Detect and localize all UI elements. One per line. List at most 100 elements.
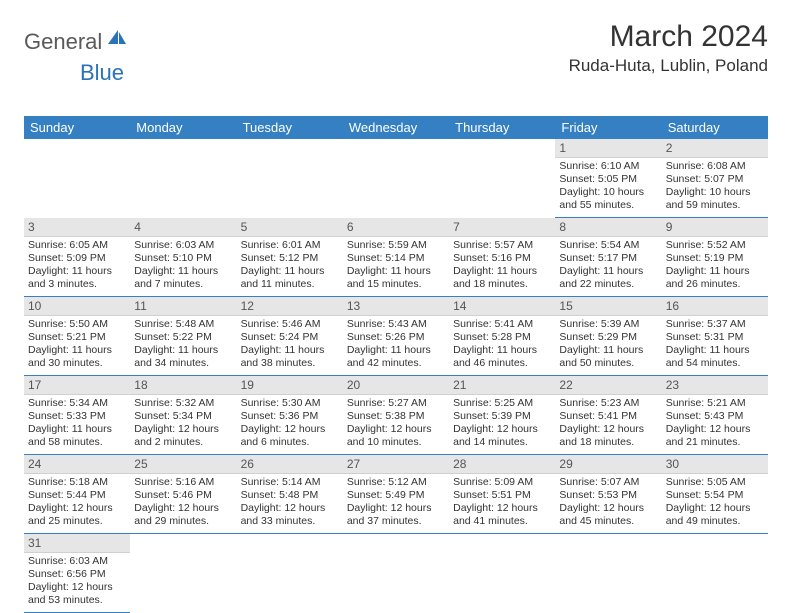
- day-details: Sunrise: 5:05 AMSunset: 5:54 PMDaylight:…: [662, 474, 768, 534]
- calendar-cell: 8Sunrise: 5:54 AMSunset: 5:17 PMDaylight…: [555, 218, 661, 297]
- sail-icon: [106, 28, 128, 51]
- daylight-text: Daylight: 11 hours and 34 minutes.: [134, 344, 232, 370]
- day-details: Sunrise: 5:16 AMSunset: 5:46 PMDaylight:…: [130, 474, 236, 534]
- day-number: 14: [449, 297, 555, 316]
- sunset-text: Sunset: 5:19 PM: [666, 252, 764, 265]
- title-block: March 2024 Ruda-Huta, Lublin, Poland: [569, 20, 768, 76]
- day-details: Sunrise: 6:03 AMSunset: 6:56 PMDaylight:…: [24, 553, 130, 613]
- day-number: 20: [343, 376, 449, 395]
- sunset-text: Sunset: 5:53 PM: [559, 489, 657, 502]
- calendar-cell: 31Sunrise: 6:03 AMSunset: 6:56 PMDayligh…: [24, 534, 130, 613]
- day-number: 26: [237, 455, 343, 474]
- calendar-cell: [130, 534, 236, 613]
- sunset-text: Sunset: 5:36 PM: [241, 410, 339, 423]
- sunset-text: Sunset: 5:29 PM: [559, 331, 657, 344]
- day-number: 24: [24, 455, 130, 474]
- day-number: 1: [555, 139, 661, 158]
- day-number: 23: [662, 376, 768, 395]
- sunrise-text: Sunrise: 6:03 AM: [134, 239, 232, 252]
- sunrise-text: Sunrise: 5:37 AM: [666, 318, 764, 331]
- day-number: 4: [130, 218, 236, 237]
- daylight-text: Daylight: 12 hours and 41 minutes.: [453, 502, 551, 528]
- sunset-text: Sunset: 5:12 PM: [241, 252, 339, 265]
- calendar-cell: 18Sunrise: 5:32 AMSunset: 5:34 PMDayligh…: [130, 376, 236, 455]
- brand-logo: General: [24, 28, 128, 55]
- daylight-text: Daylight: 11 hours and 11 minutes.: [241, 265, 339, 291]
- day-details: Sunrise: 5:30 AMSunset: 5:36 PMDaylight:…: [237, 395, 343, 455]
- calendar-cell: 13Sunrise: 5:43 AMSunset: 5:26 PMDayligh…: [343, 297, 449, 376]
- sunrise-text: Sunrise: 5:16 AM: [134, 476, 232, 489]
- page-header: General March 2024 Ruda-Huta, Lublin, Po…: [24, 20, 768, 76]
- daylight-text: Daylight: 12 hours and 18 minutes.: [559, 423, 657, 449]
- sunrise-text: Sunrise: 5:07 AM: [559, 476, 657, 489]
- calendar-cell: 15Sunrise: 5:39 AMSunset: 5:29 PMDayligh…: [555, 297, 661, 376]
- calendar-cell: 6Sunrise: 5:59 AMSunset: 5:14 PMDaylight…: [343, 218, 449, 297]
- sunset-text: Sunset: 5:41 PM: [559, 410, 657, 423]
- day-number: 15: [555, 297, 661, 316]
- calendar-cell: 21Sunrise: 5:25 AMSunset: 5:39 PMDayligh…: [449, 376, 555, 455]
- calendar-cell: 14Sunrise: 5:41 AMSunset: 5:28 PMDayligh…: [449, 297, 555, 376]
- daylight-text: Daylight: 11 hours and 18 minutes.: [453, 265, 551, 291]
- calendar-cell: [662, 534, 768, 613]
- calendar-cell: 25Sunrise: 5:16 AMSunset: 5:46 PMDayligh…: [130, 455, 236, 534]
- day-details: Sunrise: 5:34 AMSunset: 5:33 PMDaylight:…: [24, 395, 130, 455]
- day-details: Sunrise: 5:57 AMSunset: 5:16 PMDaylight:…: [449, 237, 555, 297]
- day-header: Wednesday: [343, 116, 449, 139]
- day-number: 31: [24, 534, 130, 553]
- calendar-cell: 26Sunrise: 5:14 AMSunset: 5:48 PMDayligh…: [237, 455, 343, 534]
- sunrise-text: Sunrise: 5:43 AM: [347, 318, 445, 331]
- logo-text-general: General: [24, 29, 102, 55]
- day-details: Sunrise: 5:50 AMSunset: 5:21 PMDaylight:…: [24, 316, 130, 376]
- daylight-text: Daylight: 12 hours and 45 minutes.: [559, 502, 657, 528]
- sunrise-text: Sunrise: 5:21 AM: [666, 397, 764, 410]
- sunset-text: Sunset: 5:14 PM: [347, 252, 445, 265]
- day-header: Friday: [555, 116, 661, 139]
- calendar-table: Sunday Monday Tuesday Wednesday Thursday…: [24, 116, 768, 613]
- daylight-text: Daylight: 12 hours and 33 minutes.: [241, 502, 339, 528]
- sunrise-text: Sunrise: 5:05 AM: [666, 476, 764, 489]
- sunrise-text: Sunrise: 5:34 AM: [28, 397, 126, 410]
- sunrise-text: Sunrise: 5:30 AM: [241, 397, 339, 410]
- calendar-body: 1Sunrise: 6:10 AMSunset: 5:05 PMDaylight…: [24, 139, 768, 613]
- day-details: Sunrise: 5:23 AMSunset: 5:41 PMDaylight:…: [555, 395, 661, 455]
- daylight-text: Daylight: 12 hours and 25 minutes.: [28, 502, 126, 528]
- day-header: Monday: [130, 116, 236, 139]
- calendar-cell: 5Sunrise: 6:01 AMSunset: 5:12 PMDaylight…: [237, 218, 343, 297]
- day-details: Sunrise: 6:01 AMSunset: 5:12 PMDaylight:…: [237, 237, 343, 297]
- day-details: Sunrise: 5:18 AMSunset: 5:44 PMDaylight:…: [24, 474, 130, 534]
- calendar-cell: 2Sunrise: 6:08 AMSunset: 5:07 PMDaylight…: [662, 139, 768, 218]
- calendar-cell: 28Sunrise: 5:09 AMSunset: 5:51 PMDayligh…: [449, 455, 555, 534]
- calendar-cell: [237, 139, 343, 218]
- daylight-text: Daylight: 11 hours and 26 minutes.: [666, 265, 764, 291]
- sunrise-text: Sunrise: 5:57 AM: [453, 239, 551, 252]
- sunrise-text: Sunrise: 5:32 AM: [134, 397, 232, 410]
- calendar-cell: [343, 534, 449, 613]
- day-details: Sunrise: 5:09 AMSunset: 5:51 PMDaylight:…: [449, 474, 555, 534]
- day-number: 17: [24, 376, 130, 395]
- sunset-text: Sunset: 5:44 PM: [28, 489, 126, 502]
- sunset-text: Sunset: 5:38 PM: [347, 410, 445, 423]
- day-details: Sunrise: 5:54 AMSunset: 5:17 PMDaylight:…: [555, 237, 661, 297]
- day-number: 28: [449, 455, 555, 474]
- sunrise-text: Sunrise: 6:10 AM: [559, 160, 657, 173]
- sunrise-text: Sunrise: 5:39 AM: [559, 318, 657, 331]
- daylight-text: Daylight: 11 hours and 58 minutes.: [28, 423, 126, 449]
- sunset-text: Sunset: 5:54 PM: [666, 489, 764, 502]
- sunset-text: Sunset: 5:09 PM: [28, 252, 126, 265]
- day-details: Sunrise: 5:32 AMSunset: 5:34 PMDaylight:…: [130, 395, 236, 455]
- sunrise-text: Sunrise: 5:25 AM: [453, 397, 551, 410]
- calendar-cell: [555, 534, 661, 613]
- day-details: Sunrise: 5:48 AMSunset: 5:22 PMDaylight:…: [130, 316, 236, 376]
- day-details: Sunrise: 5:43 AMSunset: 5:26 PMDaylight:…: [343, 316, 449, 376]
- daylight-text: Daylight: 12 hours and 29 minutes.: [134, 502, 232, 528]
- calendar-cell: 16Sunrise: 5:37 AMSunset: 5:31 PMDayligh…: [662, 297, 768, 376]
- calendar-cell: 4Sunrise: 6:03 AMSunset: 5:10 PMDaylight…: [130, 218, 236, 297]
- sunset-text: Sunset: 5:28 PM: [453, 331, 551, 344]
- sunrise-text: Sunrise: 5:12 AM: [347, 476, 445, 489]
- calendar-cell: 12Sunrise: 5:46 AMSunset: 5:24 PMDayligh…: [237, 297, 343, 376]
- sunset-text: Sunset: 5:26 PM: [347, 331, 445, 344]
- month-title: March 2024: [569, 20, 768, 54]
- daylight-text: Daylight: 12 hours and 53 minutes.: [28, 581, 126, 607]
- day-details: Sunrise: 5:12 AMSunset: 5:49 PMDaylight:…: [343, 474, 449, 534]
- calendar-cell: 10Sunrise: 5:50 AMSunset: 5:21 PMDayligh…: [24, 297, 130, 376]
